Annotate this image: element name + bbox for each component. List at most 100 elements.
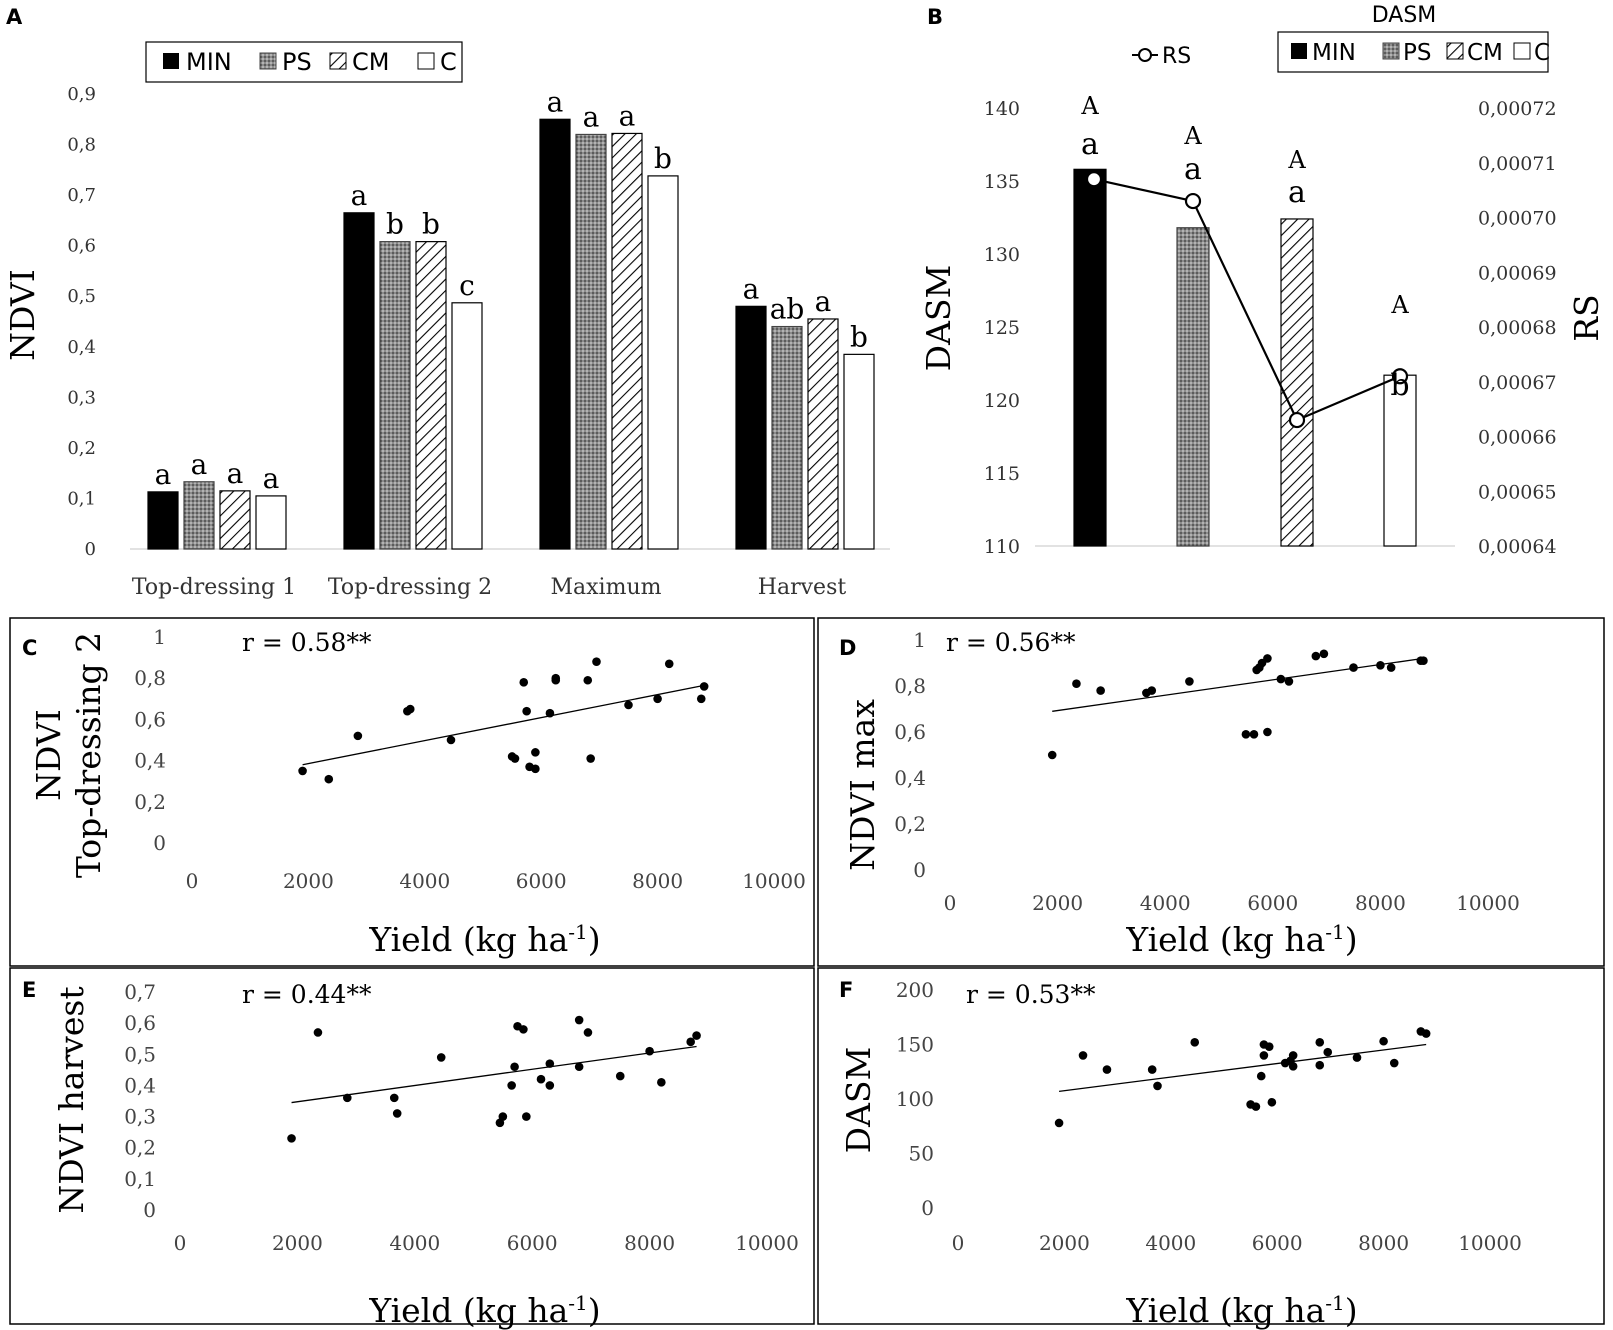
scatter-point xyxy=(1241,730,1251,739)
y-axis-title: DASM xyxy=(839,1047,878,1154)
legend-swatch-c xyxy=(417,52,435,70)
scatter-point xyxy=(1259,1051,1269,1060)
x-tick-label: 2000 xyxy=(272,1231,323,1255)
panel-letter-b: B xyxy=(927,5,943,29)
y-tick-label: 0,7 xyxy=(124,980,156,1004)
scatter-point xyxy=(545,708,555,718)
scatter-point xyxy=(1047,750,1057,760)
category-labels-a: Top-dressing 1 Top-dressing 2 Maximum Harve… xyxy=(132,575,846,600)
significance-letter: b xyxy=(654,142,672,175)
significance-letter: b xyxy=(1390,368,1409,403)
scatter-point xyxy=(664,659,674,669)
legend-title-b: DASM xyxy=(1372,3,1437,28)
scatter-point xyxy=(1386,663,1396,672)
y-axis-title-b: DASM xyxy=(919,265,958,372)
y-tick-label: 0,9 xyxy=(67,84,96,105)
scatter-point xyxy=(583,675,593,685)
rs-significance-letter: A xyxy=(1390,291,1409,319)
x-tick-label: 2000 xyxy=(1039,1231,1090,1255)
scatter-point xyxy=(692,1031,701,1040)
scatter-point xyxy=(592,657,601,667)
scatter-point xyxy=(1288,1062,1298,1071)
y-tick-label: 0,2 xyxy=(894,812,926,836)
scatter-point xyxy=(522,1112,531,1121)
y-tick-label: 0,4 xyxy=(67,337,96,358)
rs-point xyxy=(1391,368,1409,385)
y-tick-label: 110 xyxy=(984,536,1020,558)
rs-point xyxy=(1288,411,1306,429)
x-tick-label: 2000 xyxy=(283,869,334,893)
x-tick-label: 8000 xyxy=(1355,891,1406,915)
y-tick-label: 0,6 xyxy=(894,720,926,744)
y-tick-label: 0 xyxy=(913,858,926,882)
scatter-point xyxy=(510,1062,519,1072)
panel-letter-d: D xyxy=(839,636,856,660)
category-label: Top-dressing 2 xyxy=(328,575,492,600)
category-label: Maximum xyxy=(551,575,662,600)
scatter-point xyxy=(1054,1118,1064,1128)
trend-line xyxy=(1058,1043,1427,1093)
scatter-point xyxy=(574,1015,584,1025)
panel-a: A MIN PS CM C NDVI 0 0,1 0,2 0,3 0,4 0,5 0,6 0,… xyxy=(3,5,890,600)
significance-letter: ab xyxy=(770,293,805,326)
category-label: Harvest xyxy=(758,575,847,600)
legend-swatch-min xyxy=(163,53,179,69)
y-tick-label: 0,1 xyxy=(124,1167,156,1191)
scatter-point xyxy=(615,1071,625,1081)
y2-tick-label: 0,00070 xyxy=(1478,208,1557,230)
category-label: Top-dressing 1 xyxy=(132,575,296,600)
scatter-point xyxy=(1352,1053,1362,1062)
y-tick-label: 100 xyxy=(896,1087,934,1111)
x-tick-label: 6000 xyxy=(507,1231,558,1255)
legend-label-ps: PS xyxy=(282,48,312,76)
legend-swatch-cm xyxy=(329,52,347,70)
scatter-point xyxy=(1389,1058,1399,1068)
rs-line xyxy=(1093,178,1401,422)
y-axis-title: NDVI harvest xyxy=(52,986,91,1213)
trend-line xyxy=(302,684,705,766)
bar-c xyxy=(647,175,679,550)
legend-label-c-b: C xyxy=(1534,40,1550,66)
y-tick-label: 0,8 xyxy=(67,135,96,156)
scatter-point xyxy=(1421,1029,1431,1038)
legend-box-b xyxy=(1277,31,1549,73)
scatter-point xyxy=(389,1093,399,1103)
scatter-point xyxy=(1419,656,1428,665)
panel-letter-a: A xyxy=(6,5,23,29)
scatter-point xyxy=(1251,1102,1261,1111)
x-axis-title: Yield (kg ha-1) xyxy=(1125,1291,1357,1330)
y-axis-title-a: NDVI xyxy=(3,269,42,361)
bar-ps xyxy=(183,481,215,550)
y-tick-label: 140 xyxy=(984,98,1020,120)
bar-cm xyxy=(807,318,839,550)
bar-cm xyxy=(611,132,643,550)
y-tick-label: 0,2 xyxy=(67,438,96,459)
rs-significance-letter: A xyxy=(1287,146,1306,174)
y-axis-title: NDVI max xyxy=(843,699,882,871)
rs-significance-letter: A xyxy=(1183,122,1202,150)
scatter-point xyxy=(545,1059,555,1068)
panel-d: D 0 0,2 0,4 0,6 0,8 1 0 2000 4000 6000 8000 10000 r … xyxy=(817,617,1605,967)
scatter-point xyxy=(586,754,595,763)
legend-box-a xyxy=(145,41,463,83)
y-tick-label: 0,8 xyxy=(134,666,166,690)
legend-a: MIN PS CM C xyxy=(145,41,463,83)
scatter-point xyxy=(551,673,561,683)
significance-letter: a xyxy=(227,457,244,490)
y2-tick-label: 0,00071 xyxy=(1478,153,1557,175)
x-axis-title: Yield (kg ha-1) xyxy=(368,1291,600,1330)
scatter-point xyxy=(531,764,540,774)
scatter-point xyxy=(1315,1060,1325,1070)
y-tick-label: 200 xyxy=(896,978,934,1002)
scatter-point xyxy=(1288,1051,1298,1060)
scatter-point xyxy=(436,1053,446,1062)
scatter-point xyxy=(583,1028,593,1037)
bar-min xyxy=(147,491,179,550)
x-tick-label: 10000 xyxy=(1458,1231,1522,1255)
significance-letter: a xyxy=(815,285,832,318)
scatter-point xyxy=(446,735,456,745)
scatter-point xyxy=(545,1081,555,1090)
y-tick-label: 150 xyxy=(896,1033,934,1057)
legend-swatch-ps xyxy=(259,52,277,70)
